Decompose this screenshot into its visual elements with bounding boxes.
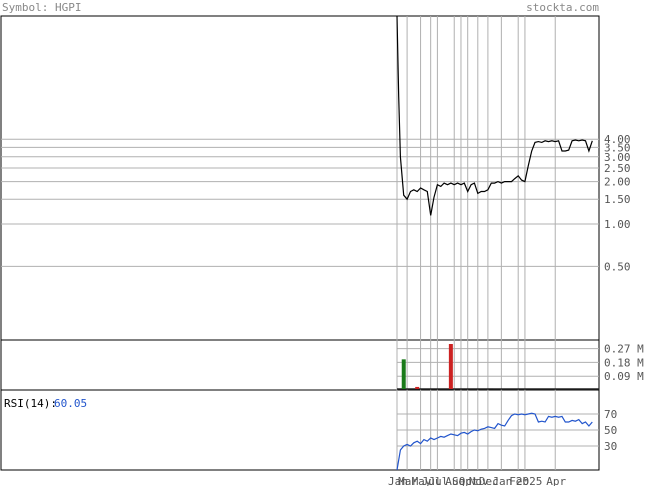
x-tick-label: Apr <box>546 475 566 486</box>
price-tick-label: 1.00 <box>604 218 631 231</box>
volume-tick-label: 0.27 M <box>604 343 644 356</box>
symbol-label: Symbol: HGPI <box>2 1 81 14</box>
x-tick-label: Jan <box>388 475 408 486</box>
x-tick-label: Dec <box>479 475 499 486</box>
x-tick-label: Aug <box>445 475 465 486</box>
price-tick-label: 2.50 <box>604 162 631 175</box>
price-tick-label: 2.00 <box>604 176 631 189</box>
rsi-current-value: 60.05 <box>54 397 87 410</box>
x-tick-label: Jan <box>492 475 512 486</box>
volume-bar <box>489 388 494 390</box>
volume-panel-frame <box>0 339 600 391</box>
price-panel-frame <box>0 15 600 341</box>
x-tick-label: Oct <box>459 475 479 486</box>
x-axis-labels: JanMarMayJulJulAugSepOctNovDecJanFeb2025… <box>388 475 566 486</box>
x-tick-label: Jul <box>428 475 448 486</box>
price-tick-label: 4.00 <box>604 133 631 146</box>
rsi-series <box>396 412 593 471</box>
price-tick-label: 3.50 <box>604 141 631 154</box>
site-label: stockta.com <box>526 1 599 14</box>
rsi-line <box>396 412 593 471</box>
x-tick-label: Nov <box>469 475 489 486</box>
rsi-label: RSI(14): <box>4 397 57 410</box>
rsi-axis: 70 50 30 <box>604 408 617 453</box>
x-tick-label: Feb <box>509 475 529 486</box>
volume-bar <box>401 359 406 389</box>
x-tick-label: Jul <box>422 475 442 486</box>
rsi-tick-label: 50 <box>604 424 617 437</box>
volume-bars <box>397 344 599 390</box>
grid <box>1 16 599 470</box>
volume-bar <box>415 386 420 389</box>
volume-tick-label: 0.09 M <box>604 370 644 383</box>
price-tick-label: 3.00 <box>604 151 631 164</box>
volume-tick-label: 0.18 M <box>604 356 644 369</box>
rsi-tick-label: 30 <box>604 440 617 453</box>
volume-bar <box>448 344 453 389</box>
price-tick-label: 1.50 <box>604 193 631 206</box>
x-tick-label: Sep <box>452 475 472 486</box>
price-axis: 4.003.503.002.502.00 1.50 1.00 0.50 <box>604 133 631 273</box>
price-series <box>396 15 593 216</box>
volume-axis: 0.27 M0.18 M0.09 M <box>604 343 644 384</box>
price-tick-label: 0.50 <box>604 260 631 273</box>
x-tick-label: May <box>412 475 432 486</box>
price-line <box>396 15 593 216</box>
x-tick-label: Mar <box>398 475 418 486</box>
x-tick-label: 2025 <box>516 475 543 486</box>
rsi-tick-label: 70 <box>604 408 617 421</box>
